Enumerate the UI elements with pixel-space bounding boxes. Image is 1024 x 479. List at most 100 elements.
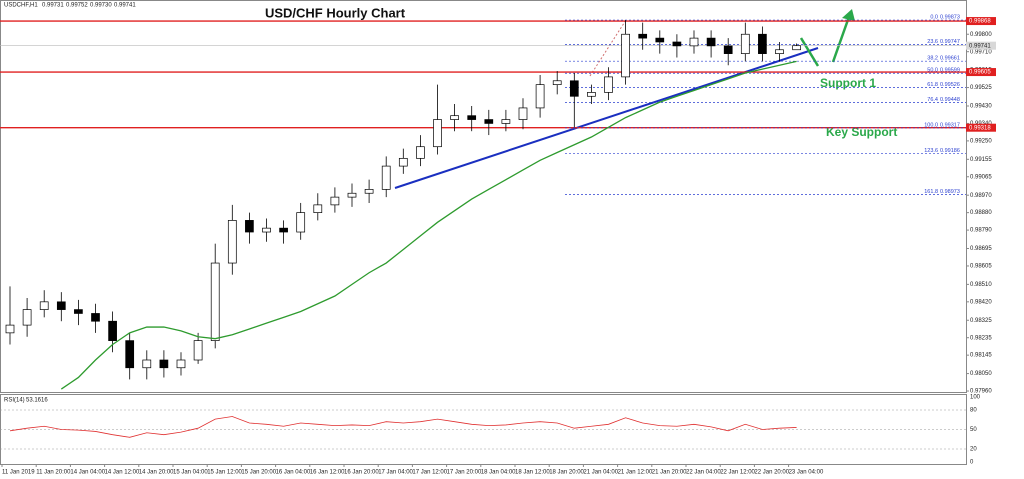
fib-price: 0.99317: [940, 122, 960, 128]
candle-body: [227, 220, 237, 264]
annotation: Key Support: [826, 125, 897, 139]
y-tick-label: 0.98605: [970, 264, 992, 270]
candle-body: [5, 324, 15, 334]
header-open: 0.99731: [42, 3, 64, 9]
x-tick-label: 22 Jan 12:00: [720, 470, 755, 476]
x-tick-label: 18 Jan 20:00: [549, 470, 584, 476]
candle-body: [706, 37, 716, 47]
x-tick-label: 11 Jan 2019: [2, 470, 35, 476]
x-tick-label: 17 Jan 04:00: [378, 470, 413, 476]
x-tick-label: 21 Jan 12:00: [618, 470, 653, 476]
candle-body: [74, 309, 83, 314]
candle-body: [159, 359, 169, 369]
x-tick-label: 22 Jan 04:00: [686, 470, 721, 476]
x-tick-label: 15 Jan 12:00: [207, 470, 242, 476]
candle-body: [364, 189, 374, 194]
candle-body: [433, 119, 442, 148]
y-tick-label: 0.99800: [970, 32, 992, 38]
moving-average: [60, 60, 797, 390]
candle-body: [655, 37, 665, 43]
x-tick-label: 21 Jan 04:00: [583, 470, 618, 476]
y-tick-label: 0.98325: [970, 318, 992, 324]
y-tick-label: 0.98695: [970, 246, 992, 252]
x-tick-label: 21 Jan 20:00: [652, 470, 687, 476]
rsi-last: 53.1616: [26, 398, 48, 404]
x-tick-label: 18 Jan 04:00: [481, 470, 516, 476]
rsi-tick-label: 50: [970, 427, 977, 433]
fib-price: 0.99186: [940, 148, 960, 154]
fib-price: 0.99747: [940, 39, 960, 45]
rsi-line: [9, 416, 797, 438]
x-tick-label: 15 Jan 04:00: [173, 470, 208, 476]
candle-body: [262, 227, 271, 233]
arrow: [799, 37, 820, 67]
candle-body: [484, 119, 494, 124]
fib-price: 0.99448: [940, 97, 960, 103]
candle-body: [381, 165, 391, 190]
header-close: 0.99741: [114, 3, 136, 9]
annotation: Support 1: [820, 76, 876, 90]
fib-price: 0.99661: [940, 56, 960, 62]
y-tick-label: 0.98880: [970, 210, 992, 216]
fib-diagonal: [589, 19, 627, 77]
candle-body: [398, 157, 408, 167]
candle-body: [347, 192, 357, 198]
fib-ratio: 100.0: [924, 122, 938, 128]
y-tick-label: 0.98790: [970, 228, 992, 234]
fib-ratio: 23.6: [927, 39, 938, 45]
candle-body: [279, 227, 288, 233]
candle-body: [330, 196, 340, 206]
level-tag: [966, 123, 996, 132]
candle-body: [723, 45, 733, 54]
header-high: 0.99752: [66, 3, 88, 9]
x-tick-label: 11 Jan 20:00: [36, 470, 71, 476]
candle-body: [552, 80, 562, 86]
candle-body: [22, 309, 32, 326]
x-tick-label: 16 Jan 20:00: [344, 470, 379, 476]
rsi-tick-label: 80: [970, 408, 977, 414]
symbol: USDCHF,H1: [4, 3, 38, 9]
y-tick-label: 0.98420: [970, 299, 992, 305]
candle-body: [518, 107, 528, 120]
candle-body: [792, 45, 801, 51]
fib-price: 0.99873: [940, 15, 960, 21]
y-tick-label: 0.99155: [970, 157, 992, 163]
candle-body: [313, 204, 323, 213]
y-tick-label: 0.99065: [970, 174, 992, 180]
x-tick-label: 15 Jan 20:00: [241, 470, 276, 476]
fib-ratio: 161.8: [924, 189, 938, 195]
fib-ratio: 50.0: [927, 68, 938, 74]
level-tag: [966, 68, 996, 77]
candle-body: [587, 92, 596, 97]
candle-body: [689, 37, 699, 47]
candle-body: [91, 313, 100, 322]
y-tick-label: 0.99430: [970, 104, 992, 110]
y-tick-label: 0.98970: [970, 193, 992, 199]
candle-body: [467, 115, 477, 120]
candle-body: [638, 33, 648, 39]
rsi-tick-label: 100: [970, 395, 981, 401]
candle-body: [740, 33, 750, 54]
y-tick-label: 0.98050: [970, 371, 992, 377]
candle-body: [758, 33, 767, 54]
x-tick-label: 22 Jan 20:00: [754, 470, 789, 476]
fib-price: 0.99599: [940, 68, 960, 74]
level-label: 0.99318: [969, 125, 991, 131]
fib-ratio: 76.4: [927, 97, 938, 103]
y-tick-label: 0.97960: [970, 389, 992, 395]
trend-line: [394, 47, 819, 189]
candle-body: [193, 340, 203, 361]
fib-ratio: 38.2: [927, 56, 938, 62]
level-label: 0.99868: [969, 19, 991, 25]
candle-body: [210, 262, 220, 341]
price-panel: [0, 0, 967, 393]
candle-body: [604, 76, 613, 93]
fib-price: 0.99526: [940, 82, 960, 88]
fib-ratio: 61.8: [927, 82, 938, 88]
candle-body: [108, 320, 117, 341]
candle-body: [416, 146, 425, 159]
x-tick-label: 16 Jan 04:00: [276, 470, 311, 476]
x-tick-label: 16 Jan 12:00: [310, 470, 345, 476]
candle-body: [296, 212, 306, 233]
